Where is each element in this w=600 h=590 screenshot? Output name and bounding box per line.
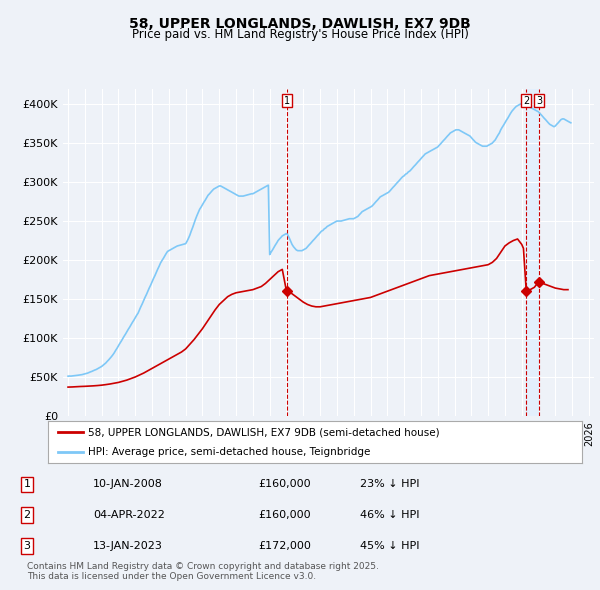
Text: 10-JAN-2008: 10-JAN-2008 [93,480,163,489]
Text: 2: 2 [23,510,31,520]
Text: £160,000: £160,000 [258,480,311,489]
Text: 45% ↓ HPI: 45% ↓ HPI [360,541,419,550]
Text: 13-JAN-2023: 13-JAN-2023 [93,541,163,550]
Text: 1: 1 [23,480,31,489]
Text: Contains HM Land Registry data © Crown copyright and database right 2025.
This d: Contains HM Land Registry data © Crown c… [27,562,379,581]
Text: 3: 3 [23,541,31,550]
Text: 04-APR-2022: 04-APR-2022 [93,510,165,520]
Text: 23% ↓ HPI: 23% ↓ HPI [360,480,419,489]
Text: 1: 1 [284,96,290,106]
Bar [526,88,539,416]
Text: 2: 2 [523,96,529,106]
Text: 46% ↓ HPI: 46% ↓ HPI [360,510,419,520]
Text: £172,000: £172,000 [258,541,311,550]
Text: 58, UPPER LONGLANDS, DAWLISH, EX7 9DB (semi-detached house): 58, UPPER LONGLANDS, DAWLISH, EX7 9DB (s… [88,427,440,437]
Text: HPI: Average price, semi-detached house, Teignbridge: HPI: Average price, semi-detached house,… [88,447,370,457]
Text: £160,000: £160,000 [258,510,311,520]
Text: Price paid vs. HM Land Registry's House Price Index (HPI): Price paid vs. HM Land Registry's House … [131,28,469,41]
Text: 3: 3 [536,96,542,106]
Text: 58, UPPER LONGLANDS, DAWLISH, EX7 9DB: 58, UPPER LONGLANDS, DAWLISH, EX7 9DB [129,17,471,31]
